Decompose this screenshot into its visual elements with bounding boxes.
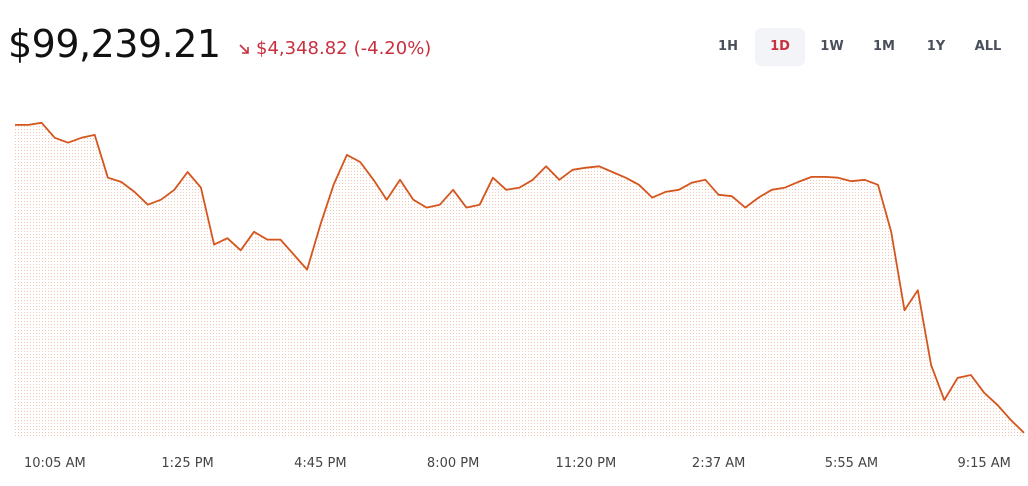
price-area (15, 122, 1024, 438)
range-tab[interactable]: 1H (718, 39, 738, 54)
change-percent: (-4.20%) (353, 38, 432, 59)
price-change: $4,348.82 (-4.20%) (238, 38, 431, 59)
range-tab[interactable]: 1Y (926, 39, 946, 54)
range-tab[interactable]: 1M (873, 39, 895, 54)
x-tick-label: 4:45 PM (294, 456, 346, 471)
range-tabs: 1H 1D 1W 1M 1Y ALL (703, 28, 1013, 66)
x-tick-label: 1:25 PM (161, 456, 213, 471)
range-tab[interactable]: ALL (974, 39, 1002, 54)
price: $99,239.21 (8, 22, 221, 66)
x-tick-label: 5:55 AM (825, 456, 878, 471)
range-tab[interactable]: 1D (755, 28, 805, 66)
x-tick-label: 10:05 AM (24, 456, 86, 471)
x-tick-label: 11:20 PM (556, 456, 617, 471)
down-arrow (239, 43, 249, 54)
change-amount: $4,348.82 (256, 38, 348, 59)
x-tick-label: 8:00 PM (427, 456, 479, 471)
price-line (15, 121, 1025, 434)
range-tab[interactable]: 1W (820, 39, 844, 54)
x-tick-label: 2:37 AM (692, 456, 745, 471)
x-tick-label: 9:15 AM (957, 456, 1010, 471)
